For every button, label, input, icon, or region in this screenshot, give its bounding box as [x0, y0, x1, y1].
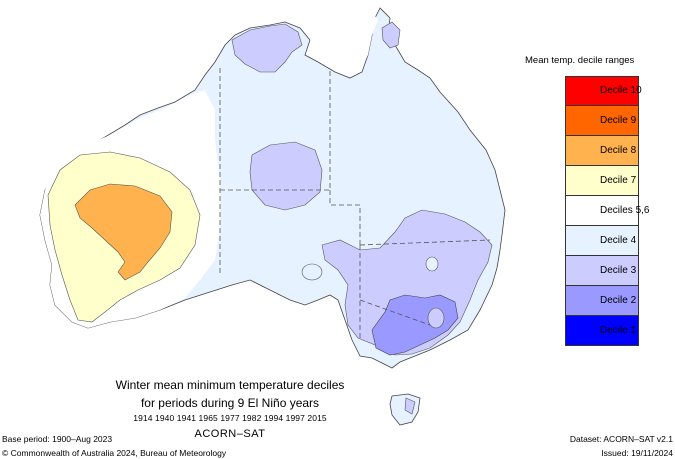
region-decile-3-north	[231, 23, 303, 73]
legend-swatch	[565, 166, 639, 196]
legend-item: Decile 10	[565, 76, 642, 106]
australia-decile-map	[39, 7, 506, 426]
gulf-of-carpentaria	[310, 12, 378, 70]
legend-item: Decile 9	[565, 106, 639, 136]
region-decile-4-hole-1	[301, 263, 323, 281]
legend-swatch	[565, 256, 639, 286]
region-decile-3-cape	[381, 21, 401, 49]
region-decile-4-hole-2	[425, 256, 439, 272]
legend-label: Decile 7	[600, 175, 637, 186]
legend-item: Decile 4	[565, 226, 639, 256]
map-subtitle: for periods during 9 El Niño years	[140, 396, 320, 410]
legend-item: Decile 1	[565, 316, 639, 346]
legend-label: Decile 9	[600, 115, 637, 126]
region-decile-8	[74, 183, 173, 281]
legend-item: Deciles 5,6	[565, 196, 649, 226]
legend-item: Decile 2	[565, 286, 639, 316]
legend-label: Decile 4	[600, 235, 637, 246]
legend-swatch	[565, 196, 639, 226]
legend-label: Deciles 5,6	[600, 205, 650, 216]
dataset-label: ACORN–SAT	[194, 428, 266, 440]
region-decile-3-central	[249, 141, 323, 211]
el-nino-years: 1914 1940 1941 1965 1977 1982 1994 1997 …	[133, 413, 327, 423]
legend-item: Decile 8	[565, 136, 639, 166]
region-decile-4-hole-3	[427, 307, 445, 329]
base-period: Base period: 1900–Aug 2023	[2, 434, 113, 444]
legend-swatch	[565, 76, 639, 106]
legend-swatch	[565, 226, 639, 256]
legend-label: Decile 2	[600, 295, 637, 306]
legend-item: Decile 7	[565, 166, 639, 196]
legend-label: Decile 8	[600, 145, 637, 156]
legend-swatch	[565, 106, 639, 136]
legend-label: Decile 3	[600, 265, 637, 276]
legend-title: Mean temp. decile ranges	[525, 55, 635, 66]
dataset-version: Dataset: ACORN–SAT v2.1	[569, 434, 673, 444]
region-decile-3-tasmania	[404, 397, 416, 415]
legend-swatch	[565, 136, 639, 166]
state-borders	[219, 68, 491, 340]
legend-label: Decile 1	[600, 325, 637, 336]
legend-swatch	[565, 316, 639, 346]
issued-date: Issued: 19/11/2024	[601, 448, 673, 458]
copyright: © Commonwealth of Australia 2024, Bureau…	[2, 448, 227, 458]
legend-item: Decile 3	[565, 256, 639, 286]
legend-swatch	[565, 286, 639, 316]
map-title: Winter mean minimum temperature deciles	[115, 378, 345, 392]
legend-label: Decile 10	[600, 85, 642, 96]
